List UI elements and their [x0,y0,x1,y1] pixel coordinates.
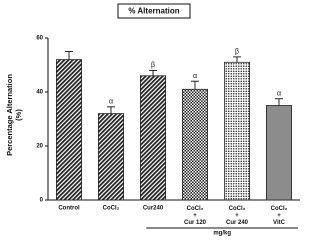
y-tick-label: 60 [36,36,43,42]
significance-label: α [193,73,197,80]
x-tick-label: CoCl₂ + Cur 240 [226,206,249,226]
bar [139,75,166,201]
x-tick-label: CoCl₂ + VitC [271,206,288,226]
y-tick-label: 40 [36,90,43,96]
y-axis-label: Percentage Alternation(%) [5,74,23,156]
x-tick-label: CoCl₂ [103,206,120,212]
x-tick-label: Cur240 [143,206,164,212]
significance-label: β [235,49,239,56]
chart-title: % Alternation [128,7,179,16]
title-box [117,3,191,19]
x-tick-label: Control [58,206,80,212]
significance-label: α [277,91,281,98]
chart: % Alternation 0 20 40 60 Percentage Alternat… [5,3,300,236]
x-tick-label: CoCl₂ + Cur 120 [184,206,207,226]
bar [56,59,83,201]
group-label: mg/kg [213,231,231,236]
bar [265,105,292,201]
significance-label: β [151,62,155,69]
bar [181,88,208,201]
y-tick-label: 0 [40,198,44,204]
bar [223,61,250,201]
bar [98,113,125,201]
y-tick-label: 20 [36,144,43,150]
significance-label: α [109,99,113,106]
